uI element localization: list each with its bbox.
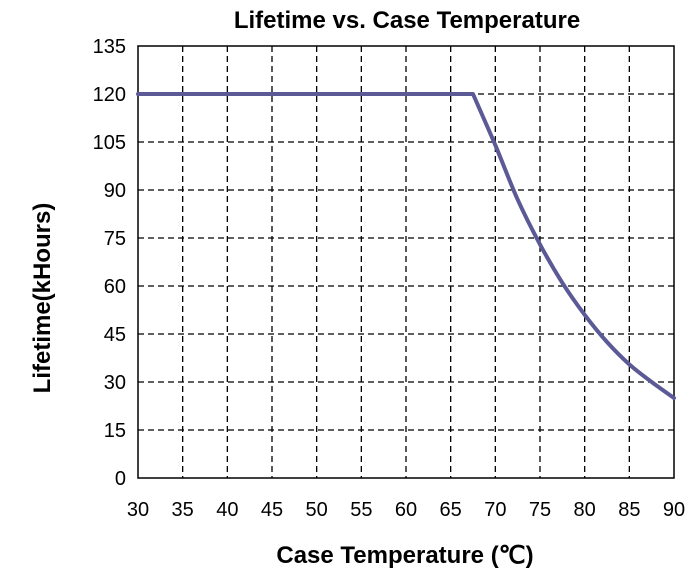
x-tick-label: 40 (216, 499, 238, 521)
series-line (136, 92, 676, 400)
x-tick-label: 90 (663, 499, 685, 521)
y-tick-label: 120 (93, 84, 126, 106)
y-axis-ticks: 0 15 30 45 60 75 90 105 120 135 (93, 36, 126, 490)
y-tick-label: 75 (104, 228, 126, 250)
y-tick-label: 15 (104, 420, 126, 442)
y-tick-label: 105 (93, 132, 126, 154)
y-tick-label: 45 (104, 324, 126, 346)
chart-title: Lifetime vs. Case Temperature (234, 7, 580, 34)
x-axis-label: Case Temperature (℃) (276, 542, 533, 569)
x-tick-label: 70 (484, 499, 506, 521)
y-tick-label: 30 (104, 372, 126, 394)
x-axis-ticks: 30 35 40 45 50 55 60 65 70 75 80 85 90 (127, 499, 685, 521)
x-tick-label: 60 (395, 499, 417, 521)
series-layer (136, 92, 676, 400)
x-tick-label: 85 (618, 499, 640, 521)
grid (138, 46, 674, 478)
plot-frame (137, 45, 675, 479)
y-tick-label: 0 (115, 468, 126, 490)
x-tick-label: 30 (127, 499, 149, 521)
x-tick-label: 55 (350, 499, 372, 521)
y-tick-label: 90 (104, 180, 126, 202)
y-axis-label: Lifetime(kHours) (29, 203, 56, 394)
x-tick-label: 75 (529, 499, 551, 521)
y-tick-label: 135 (93, 36, 126, 58)
x-tick-label: 65 (440, 499, 462, 521)
y-tick-label: 60 (104, 276, 126, 298)
x-tick-label: 80 (574, 499, 596, 521)
x-tick-label: 45 (261, 499, 283, 521)
x-tick-label: 50 (306, 499, 328, 521)
x-tick-label: 35 (172, 499, 194, 521)
